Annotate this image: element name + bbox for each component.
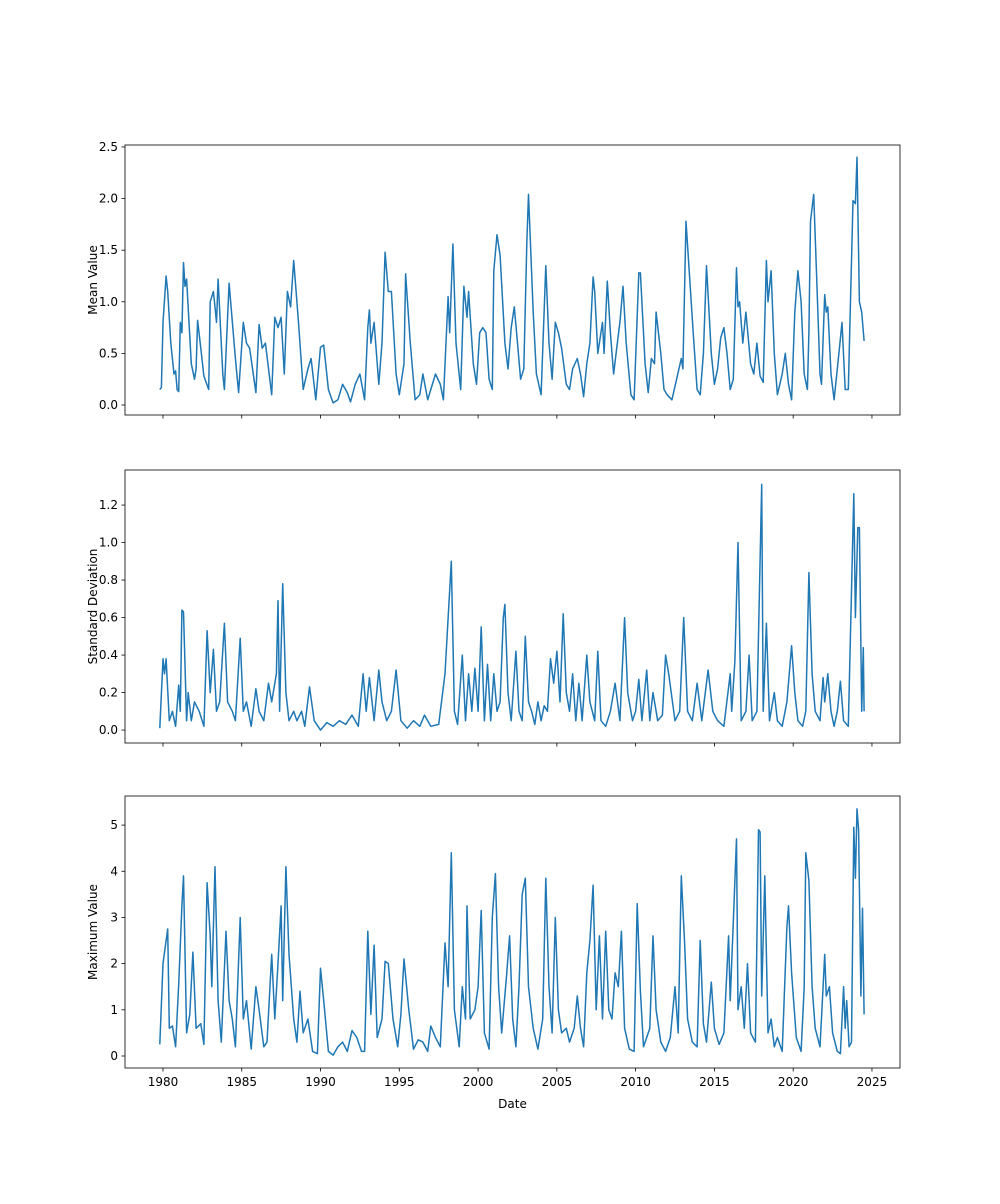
- y-tick-label: 2: [110, 957, 118, 971]
- y-tick-label: 0.8: [99, 573, 118, 587]
- x-tick-label: 2020: [778, 1075, 809, 1089]
- series-line: [159, 808, 865, 1056]
- y-axis-label: Standard Deviation: [86, 549, 100, 665]
- subplot-2: 0.0 0.2 0.4 0.6 0.8 1.0 1.2 Standard Deviation: [86, 469, 901, 747]
- x-tick-label: 2000: [463, 1075, 494, 1089]
- y-tick-label: 0.6: [99, 611, 118, 625]
- x-tick-label: 2010: [620, 1075, 651, 1089]
- y-tick-label: 2.0: [99, 192, 118, 206]
- x-tick-label: 1980: [148, 1075, 179, 1089]
- y-tick-label: 5: [110, 818, 118, 832]
- y-tick-label: 0: [110, 1049, 118, 1063]
- y-tick-label: 2.5: [99, 140, 118, 154]
- y-tick-label: 0.0: [99, 398, 118, 412]
- y-axis-label: Maximum Value: [86, 884, 100, 980]
- x-axis-label: Date: [498, 1097, 527, 1111]
- y-tick-label: 0.0: [99, 723, 118, 737]
- y-tick-label: 1.0: [99, 295, 118, 309]
- y-axis-label: Mean Value: [86, 245, 100, 314]
- axes-frame: [124, 469, 901, 744]
- subplot-3: 0 1 2 3 4 5 1980 1985 1990 1995 2000 2005 2010 2015 20…: [86, 795, 901, 1111]
- x-tick-label: 1985: [226, 1075, 257, 1089]
- axes-frame: [124, 795, 901, 1069]
- subplot-1: 0.0 0.5 1.0 1.5 2.0 2.5 Mean Value: [86, 140, 901, 419]
- y-tick-label: 1.5: [99, 243, 118, 257]
- y-tick-label: 0.5: [99, 346, 118, 360]
- axes-frame: [124, 144, 901, 416]
- x-tick-label: 1995: [384, 1075, 415, 1089]
- x-tick-label: 1990: [305, 1075, 336, 1089]
- y-tick-label: 0.4: [99, 648, 118, 662]
- series-line: [159, 156, 865, 404]
- x-tick-label: 2015: [699, 1075, 730, 1089]
- y-tick-label: 3: [110, 910, 118, 924]
- y-tick-label: 1.0: [99, 536, 118, 550]
- x-tick-label: 2005: [542, 1075, 573, 1089]
- y-tick-label: 1: [110, 1003, 118, 1017]
- y-tick-label: 0.2: [99, 686, 118, 700]
- x-tick-label: 2025: [857, 1075, 888, 1089]
- y-tick-label: 1.2: [99, 498, 118, 512]
- series-line: [159, 483, 865, 731]
- y-tick-label: 4: [110, 864, 118, 878]
